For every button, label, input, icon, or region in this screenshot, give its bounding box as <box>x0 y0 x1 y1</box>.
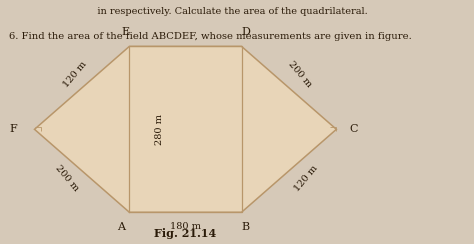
Text: 180 m: 180 m <box>170 223 201 231</box>
Text: 120 m: 120 m <box>293 163 319 193</box>
Text: A: A <box>117 222 125 232</box>
Text: B: B <box>242 222 250 232</box>
Text: in respectively. Calculate the area of the quadrilateral.: in respectively. Calculate the area of t… <box>63 7 368 16</box>
Text: E: E <box>121 27 129 37</box>
Text: 280 m: 280 m <box>155 114 164 145</box>
Text: D: D <box>241 27 250 37</box>
Text: 200 m: 200 m <box>286 60 313 89</box>
Polygon shape <box>35 46 337 212</box>
Text: 120 m: 120 m <box>62 60 89 89</box>
Text: F: F <box>9 124 17 134</box>
Text: C: C <box>349 124 358 134</box>
Text: 200 m: 200 m <box>54 163 80 193</box>
Text: Fig. 21.14: Fig. 21.14 <box>155 228 217 239</box>
Text: 6. Find the area of the field ABCDEF, whose measurements are given in figure.: 6. Find the area of the field ABCDEF, wh… <box>9 32 411 41</box>
